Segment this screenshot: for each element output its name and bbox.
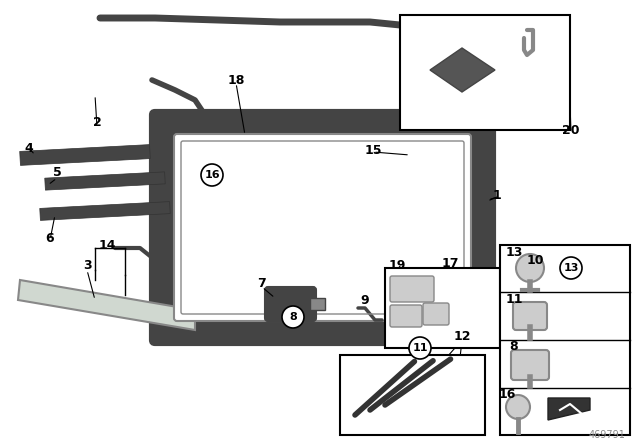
FancyBboxPatch shape [423,303,449,325]
FancyBboxPatch shape [513,302,547,330]
Text: 17: 17 [441,257,459,270]
Circle shape [560,257,582,279]
Text: 10: 10 [526,254,544,267]
Text: 16: 16 [204,170,220,180]
FancyBboxPatch shape [390,305,422,327]
Text: 20: 20 [563,124,580,137]
FancyBboxPatch shape [151,111,494,344]
Text: 12: 12 [453,329,471,343]
Text: 9: 9 [361,293,369,306]
Text: 4: 4 [24,142,33,155]
FancyBboxPatch shape [390,276,434,302]
Text: 11: 11 [412,343,428,353]
Text: 1: 1 [493,189,501,202]
FancyBboxPatch shape [174,134,471,321]
Text: 5: 5 [52,165,61,178]
Bar [310,298,325,310]
Circle shape [516,254,544,282]
Polygon shape [18,280,195,330]
Text: 3: 3 [83,258,92,271]
Text: 6: 6 [45,232,54,245]
Text: 13: 13 [506,246,523,258]
Text: 16: 16 [499,388,516,401]
Text: 2: 2 [93,116,101,129]
FancyBboxPatch shape [511,350,549,380]
Text: 469791: 469791 [588,430,625,440]
Text: 18: 18 [227,73,244,86]
Circle shape [506,395,530,419]
Text: 14: 14 [99,238,116,251]
Circle shape [282,306,304,328]
Circle shape [409,337,431,359]
Bar [500,245,630,435]
Bar [40,202,170,220]
Polygon shape [548,398,590,420]
Text: 8: 8 [509,340,518,353]
Bar [20,145,150,165]
Text: 11: 11 [505,293,523,306]
Text: 7: 7 [258,276,266,289]
Text: 8: 8 [289,312,297,322]
Text: 15: 15 [364,143,381,156]
Circle shape [201,164,223,186]
FancyBboxPatch shape [265,287,316,321]
Bar [45,172,165,190]
Polygon shape [430,48,495,92]
Text: 13: 13 [563,263,579,273]
Bar [385,268,500,348]
Bar [340,355,485,435]
Text: 19: 19 [388,258,406,271]
Bar [400,15,570,130]
